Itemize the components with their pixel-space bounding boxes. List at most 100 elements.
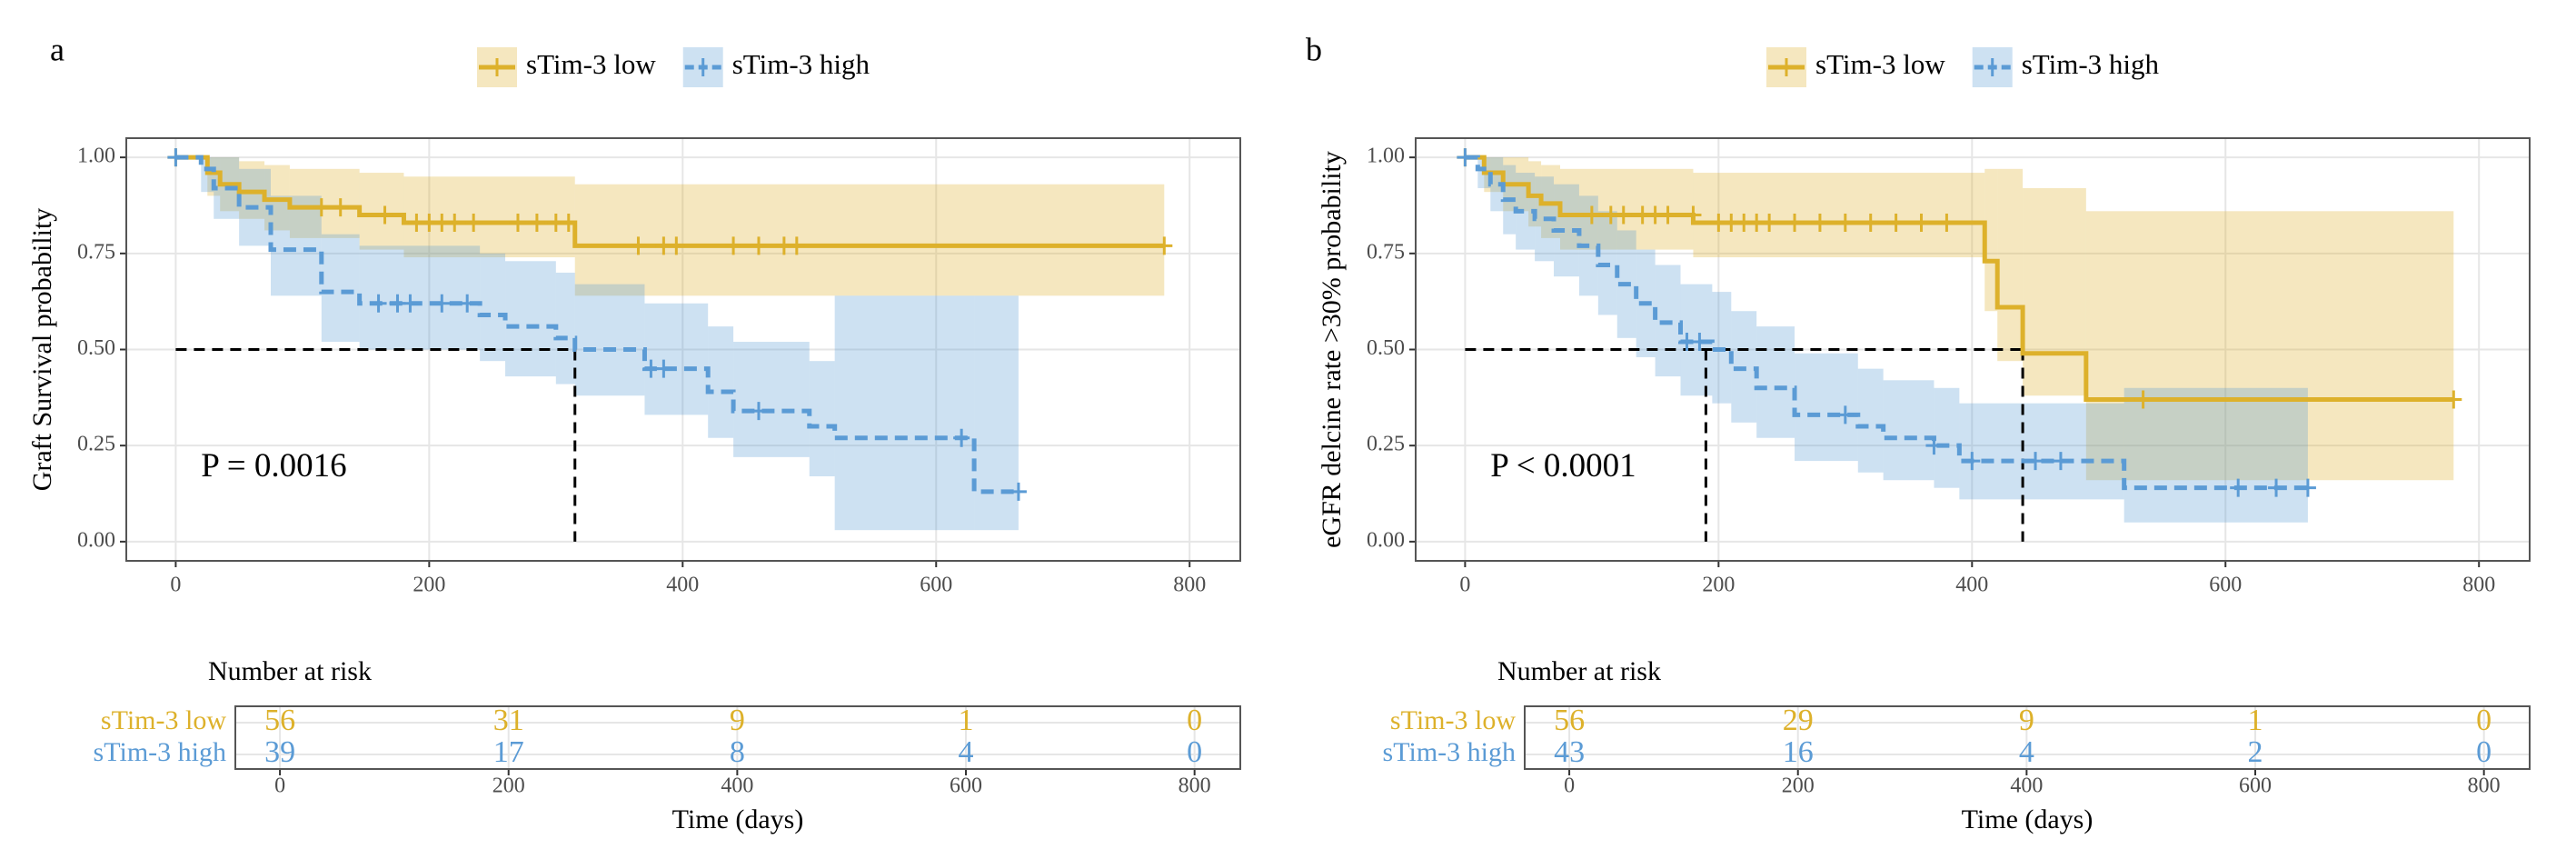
censor-mark: [1010, 482, 1027, 501]
censor-mark: [1964, 452, 1981, 471]
censor-mark: [750, 402, 767, 421]
risk-count: 2: [2248, 735, 2263, 769]
censor-mark: [2230, 478, 2247, 497]
risk-count: 4: [959, 735, 974, 769]
risk-count: 8: [730, 735, 745, 769]
panel-label: b: [1306, 31, 1322, 67]
censor-mark: [1836, 214, 1854, 232]
censor-mark: [332, 198, 349, 217]
risk-count: 0: [1187, 735, 1202, 769]
confidence-band: [708, 326, 734, 438]
confidence-band: [359, 173, 404, 250]
censor-mark: [2027, 452, 2044, 471]
censor-mark: [1786, 214, 1804, 232]
x-tick-label: 200: [1782, 774, 1815, 798]
censor-mark: [313, 198, 330, 217]
risk-table-border: [1524, 705, 2531, 770]
y-tick-label: 0.50: [77, 336, 115, 360]
plot-border: [125, 137, 1241, 562]
x-tick-label: 600: [920, 574, 952, 597]
y-tick-label: 0.00: [77, 528, 115, 552]
risk-row-label: sTim-3 high: [94, 737, 226, 767]
y-axis-title: eGFR delcine rate >30% probability: [1317, 151, 1347, 548]
x-tick-label: 800: [1173, 574, 1206, 597]
censor-mark: [668, 236, 685, 255]
censor-mark: [1925, 436, 1943, 455]
risk-count: 1: [959, 704, 974, 737]
survival-curve: [1465, 155, 2308, 491]
y-tick-label: 0.75: [77, 240, 115, 264]
censor-mark: [1887, 214, 1905, 232]
x-tick-label: 600: [2239, 774, 2272, 798]
censor-mark: [1685, 205, 1702, 225]
censor-mark: [402, 294, 419, 313]
confidence-band: [733, 342, 810, 457]
confidence-band: [2123, 387, 2308, 523]
risk-count: 29: [1783, 704, 1814, 737]
confidence-band: [555, 272, 575, 385]
legend-label: sTim-3 high: [732, 48, 870, 80]
y-tick-label: 0.25: [77, 433, 115, 456]
confidence-band: [1984, 168, 1998, 312]
confidence-band: [403, 176, 575, 258]
censor-mark: [1615, 205, 1632, 225]
censor-mark: [376, 205, 393, 225]
plot-border: [1415, 137, 2531, 562]
censor-mark: [1659, 205, 1676, 225]
confidence-band: [1795, 353, 1858, 462]
x-tick-label: 400: [666, 574, 699, 597]
x-tick-label: 0: [1459, 574, 1470, 597]
risk-row-label: sTim-3 low: [101, 705, 226, 735]
censor-mark: [459, 294, 476, 313]
censor-mark: [2052, 452, 2069, 471]
confidence-band: [1959, 403, 2124, 500]
x-tick-label: 0: [274, 774, 285, 798]
censor-mark: [750, 236, 767, 255]
censor-mark: [2268, 478, 2285, 497]
confidence-band: [574, 284, 645, 396]
p-value: P < 0.0001: [1490, 447, 1636, 484]
censor-mark: [2299, 478, 2316, 497]
x-tick-label: 400: [2010, 774, 2043, 798]
x-tick-label: 200: [492, 774, 525, 798]
censor-mark: [630, 236, 647, 255]
risk-count: 56: [1554, 704, 1585, 737]
censor-mark: [655, 359, 672, 378]
risk-count: 4: [2019, 735, 2034, 769]
y-axis-title: Graft Survival probability: [27, 208, 57, 492]
censor-mark: [2134, 390, 2152, 409]
risk-row-label: sTim-3 high: [1383, 737, 1516, 767]
risk-count: 43: [1554, 735, 1585, 769]
risk-table-title: Number at risk: [208, 656, 372, 686]
censor-mark: [1156, 236, 1173, 255]
censor-mark: [1761, 214, 1778, 232]
risk-count: 0: [2476, 735, 2491, 769]
confidence-band: [321, 234, 360, 343]
p-value: P = 0.0016: [201, 447, 346, 484]
risk-count: 56: [264, 704, 295, 737]
x-tick-label: 800: [2468, 774, 2501, 798]
risk-count: 9: [2019, 704, 2034, 737]
panel: a0.000.250.500.751.000 200 400 600 800Graft …: [27, 31, 1241, 834]
censor-mark: [1691, 333, 1708, 352]
risk-count: 16: [1783, 735, 1814, 769]
x-tick-label: 800: [1179, 774, 1211, 798]
x-tick-label: 200: [413, 574, 445, 597]
censor-mark: [1583, 205, 1600, 225]
confidence-band: [574, 184, 1165, 296]
y-tick-label: 0.50: [1367, 336, 1405, 360]
confidence-band: [1997, 168, 2024, 362]
confidence-band: [644, 303, 709, 415]
confidence-band: [2085, 211, 2454, 481]
x-tick-label: 600: [2209, 574, 2242, 597]
risk-table-border: [234, 705, 1241, 770]
x-tick-label: 200: [1702, 574, 1735, 597]
confidence-band: [1883, 380, 1934, 481]
risk-count: 1: [2248, 704, 2263, 737]
risk-count: 31: [493, 704, 524, 737]
censor-mark: [725, 236, 742, 255]
survival-curve: [175, 155, 1019, 494]
confidence-band: [271, 195, 322, 296]
